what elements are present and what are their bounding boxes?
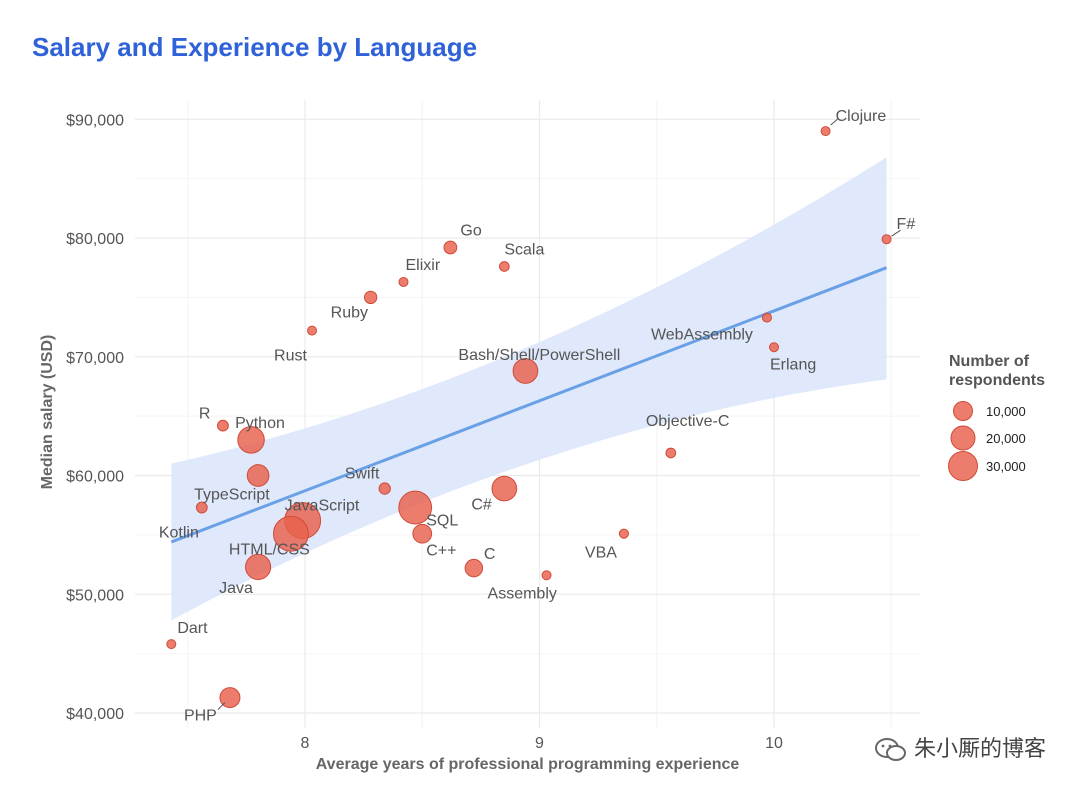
legend-label: 20,000 xyxy=(986,431,1026,446)
y-tick-label: $60,000 xyxy=(66,469,124,486)
data-point-java xyxy=(245,553,272,581)
data-point-rust xyxy=(307,325,318,336)
watermark-text: 朱小厮的博客 xyxy=(913,735,1046,761)
point-label: JavaScript xyxy=(285,498,360,515)
data-point-ruby xyxy=(363,290,378,305)
data-point-sql xyxy=(398,490,433,525)
data-point-assembly xyxy=(541,570,552,581)
point-label: Clojure xyxy=(836,108,887,125)
watermark: 朱小厮的博客 xyxy=(874,731,1046,763)
point-label: Go xyxy=(460,223,481,240)
y-tick-label: $90,000 xyxy=(66,112,124,129)
point-label: PHP xyxy=(184,708,217,725)
point-label: Elixir xyxy=(405,257,440,274)
x-tick-label: 9 xyxy=(535,735,544,752)
label-leader xyxy=(217,702,226,710)
point-label: Erlang xyxy=(770,356,816,373)
legend-label: 10,000 xyxy=(986,404,1026,419)
legend-title: Number of xyxy=(949,353,1030,370)
point-label: WebAssembly xyxy=(651,327,753,344)
y-tick-label: $80,000 xyxy=(66,231,124,248)
data-point-typescript xyxy=(246,464,270,487)
legend-swatch xyxy=(953,401,973,421)
point-label: SQL xyxy=(426,513,458,530)
data-point-bash-shell-powershell xyxy=(512,358,539,384)
point-label: Ruby xyxy=(331,304,368,321)
wechat-icon xyxy=(874,738,906,761)
x-tick-label: 10 xyxy=(765,735,783,752)
point-label: Scala xyxy=(504,242,544,259)
point-label: Swift xyxy=(345,466,380,483)
label-leader xyxy=(891,229,901,237)
y-tick-label: $70,000 xyxy=(66,350,124,367)
y-tick-label: $50,000 xyxy=(66,587,124,604)
point-label: Assembly xyxy=(488,585,557,602)
data-point-elixir xyxy=(398,276,409,287)
confidence-band xyxy=(171,157,887,621)
data-point-c- xyxy=(491,475,518,502)
y-tick-label: $40,000 xyxy=(66,706,124,723)
legend-swatch xyxy=(948,451,978,481)
point-label: C# xyxy=(471,497,492,514)
data-point-kotlin xyxy=(195,501,208,514)
label-leader xyxy=(830,118,838,126)
point-label: C++ xyxy=(426,543,456,560)
y-axis-title: Median salary (USD) xyxy=(39,335,56,490)
data-point-c xyxy=(464,558,484,578)
point-label: TypeScript xyxy=(194,487,270,504)
point-label: Bash/Shell/PowerShell xyxy=(458,347,620,364)
data-point-r xyxy=(217,419,229,432)
data-point-swift xyxy=(378,482,391,495)
point-label: Dart xyxy=(177,620,208,637)
data-point-scala xyxy=(498,261,510,272)
legend-title: respondents xyxy=(949,372,1045,389)
legend-label: 30,000 xyxy=(986,459,1026,474)
point-label: Rust xyxy=(274,348,307,365)
data-point-c- xyxy=(412,523,433,544)
point-label: F# xyxy=(897,216,916,233)
data-point-objective-c xyxy=(665,447,677,459)
data-point-f- xyxy=(881,234,892,245)
point-label: VBA xyxy=(585,545,617,562)
point-label: HTML/CSS xyxy=(229,542,310,559)
data-point-vba xyxy=(618,528,629,539)
point-label: C xyxy=(484,546,496,563)
data-point-php xyxy=(219,687,241,709)
point-label: Python xyxy=(235,415,285,432)
x-tick-label: 8 xyxy=(301,735,310,752)
point-label: Objective-C xyxy=(646,413,730,430)
data-point-clojure xyxy=(820,126,831,137)
x-axis-title: Average years of professional programmin… xyxy=(316,756,740,773)
data-point-erlang xyxy=(769,342,779,353)
chart-title: Salary and Experience by Language xyxy=(32,32,478,62)
data-point-go xyxy=(443,240,458,255)
data-point-dart xyxy=(166,639,177,650)
legend-swatch xyxy=(950,425,976,451)
point-label: Kotlin xyxy=(159,525,199,542)
point-label: R xyxy=(199,406,211,423)
data-point-webassembly xyxy=(761,312,772,323)
data-point-python xyxy=(237,426,265,454)
data-point-html-css xyxy=(272,515,309,552)
point-label: Java xyxy=(219,580,253,597)
